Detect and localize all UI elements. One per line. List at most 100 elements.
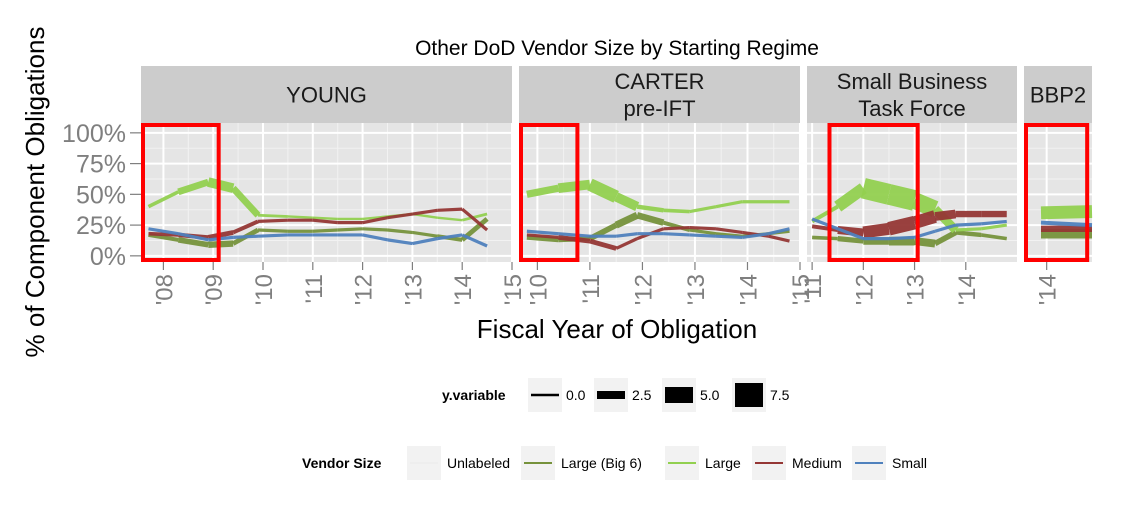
series-line: [526, 227, 790, 239]
color-legend-label: Small: [892, 455, 927, 471]
size-legend: 0.0 2.5 5.0 7.5: [528, 378, 790, 412]
size-legend-swatch: [735, 383, 763, 407]
color-legend-label: Unlabeled: [447, 455, 510, 471]
series-segment: [312, 216, 338, 221]
size-legend-label: 5.0: [700, 387, 720, 403]
series-segment: [742, 232, 769, 239]
series-segment: [177, 178, 210, 196]
facet-strip: [807, 66, 1017, 123]
series-segment: [812, 235, 838, 241]
facet-strip-label: BBP2: [1030, 83, 1086, 108]
highlight-box: [1024, 123, 1090, 262]
series-segment: [934, 223, 956, 233]
series-segment: [230, 185, 261, 218]
x-tick-label: '09: [201, 274, 228, 305]
series-line: [811, 217, 1007, 241]
highlight-box: [827, 123, 920, 262]
series-segment: [689, 228, 717, 236]
x-tick-label: '12: [851, 274, 878, 305]
size-legend-title: y.variable: [442, 387, 506, 403]
highlight-box: [141, 123, 221, 262]
series-segment: [208, 235, 234, 242]
size-legend-label: 2.5: [632, 387, 652, 403]
series-line: [148, 207, 489, 240]
series-segment: [257, 228, 288, 233]
x-tick-label: '13: [683, 274, 710, 305]
series-segment: [558, 232, 591, 238]
series-segment: [147, 190, 180, 209]
series-segment: [715, 200, 743, 209]
series-segment: [437, 207, 463, 212]
series-segment: [362, 227, 388, 232]
series-segment: [980, 219, 1007, 226]
series-line: [1040, 220, 1093, 228]
facet-strip-label: pre-IFT: [623, 96, 695, 121]
facet-strip: [519, 66, 800, 123]
x-tick-label: '10: [525, 274, 552, 305]
series-segment: [614, 192, 640, 211]
series-segment: [232, 219, 259, 235]
series-segment: [886, 184, 917, 211]
series-segment: [837, 227, 864, 241]
series-segment: [437, 216, 463, 222]
series-segment: [148, 232, 179, 242]
series-segment: [615, 237, 638, 250]
y-tick-label: 100%: [62, 120, 126, 148]
series-segment: [362, 233, 388, 242]
color-legend: Unlabeled Large (Big 6) Large Medium Small: [407, 446, 927, 480]
series-segment: [955, 222, 982, 227]
series-segment: [715, 234, 743, 239]
series-segment: [148, 227, 179, 236]
facet-strip-label: YOUNG: [286, 83, 367, 108]
series-segment: [233, 234, 259, 239]
series-line: [148, 227, 488, 248]
series-segment: [663, 232, 690, 237]
series-segment: [387, 228, 413, 235]
facet-strip-label: Small Business: [837, 69, 987, 94]
series-segment: [437, 233, 463, 241]
series-segment: [715, 227, 743, 235]
facet-strip: [141, 66, 512, 123]
series-segment: [860, 178, 892, 205]
series-segment: [615, 232, 638, 238]
x-tick-label: '10: [251, 274, 278, 305]
series-segment: [177, 237, 209, 248]
chart-title: Other DoD Vendor Size by Starting Regime: [415, 37, 819, 60]
size-legend-swatch: [597, 391, 625, 399]
series-segment: [287, 215, 313, 219]
series-segment: [933, 230, 957, 247]
y-axis-title: % of Component Obligations: [20, 27, 50, 358]
series-segment: [811, 224, 839, 232]
color-legend-label: Medium: [792, 455, 842, 471]
x-tick-label: '08: [151, 274, 178, 305]
x-tick-label: '11: [301, 274, 328, 304]
series-segment: [558, 235, 591, 244]
x-axis-title: Fiscal Year of Obligation: [477, 314, 757, 344]
series-segment: [207, 177, 235, 193]
series-segment: [362, 216, 388, 225]
facet-strip-label: Task Force: [858, 96, 966, 121]
color-legend-label: Large (Big 6): [561, 455, 642, 471]
series-segment: [614, 211, 639, 229]
x-tick-label: '11: [800, 274, 827, 304]
series-segment: [811, 217, 839, 231]
series-segment: [663, 225, 690, 231]
series-segment: [257, 213, 288, 218]
series-segment: [557, 179, 591, 193]
facet-strip: [1024, 66, 1092, 123]
series-line: [526, 178, 790, 214]
facet-strip-label: CARTER: [614, 69, 704, 94]
series-segment: [257, 218, 288, 224]
series-segment: [526, 184, 560, 198]
x-tick-label: '14: [954, 274, 981, 305]
x-tick-label: '13: [400, 274, 427, 305]
series-segment: [461, 233, 488, 248]
series-segment: [526, 233, 559, 239]
series-segment: [337, 227, 363, 232]
series-segment: [412, 230, 438, 238]
y-tick-label: 0%: [90, 243, 126, 271]
series-segment: [980, 223, 1007, 231]
series-segment: [587, 178, 619, 203]
